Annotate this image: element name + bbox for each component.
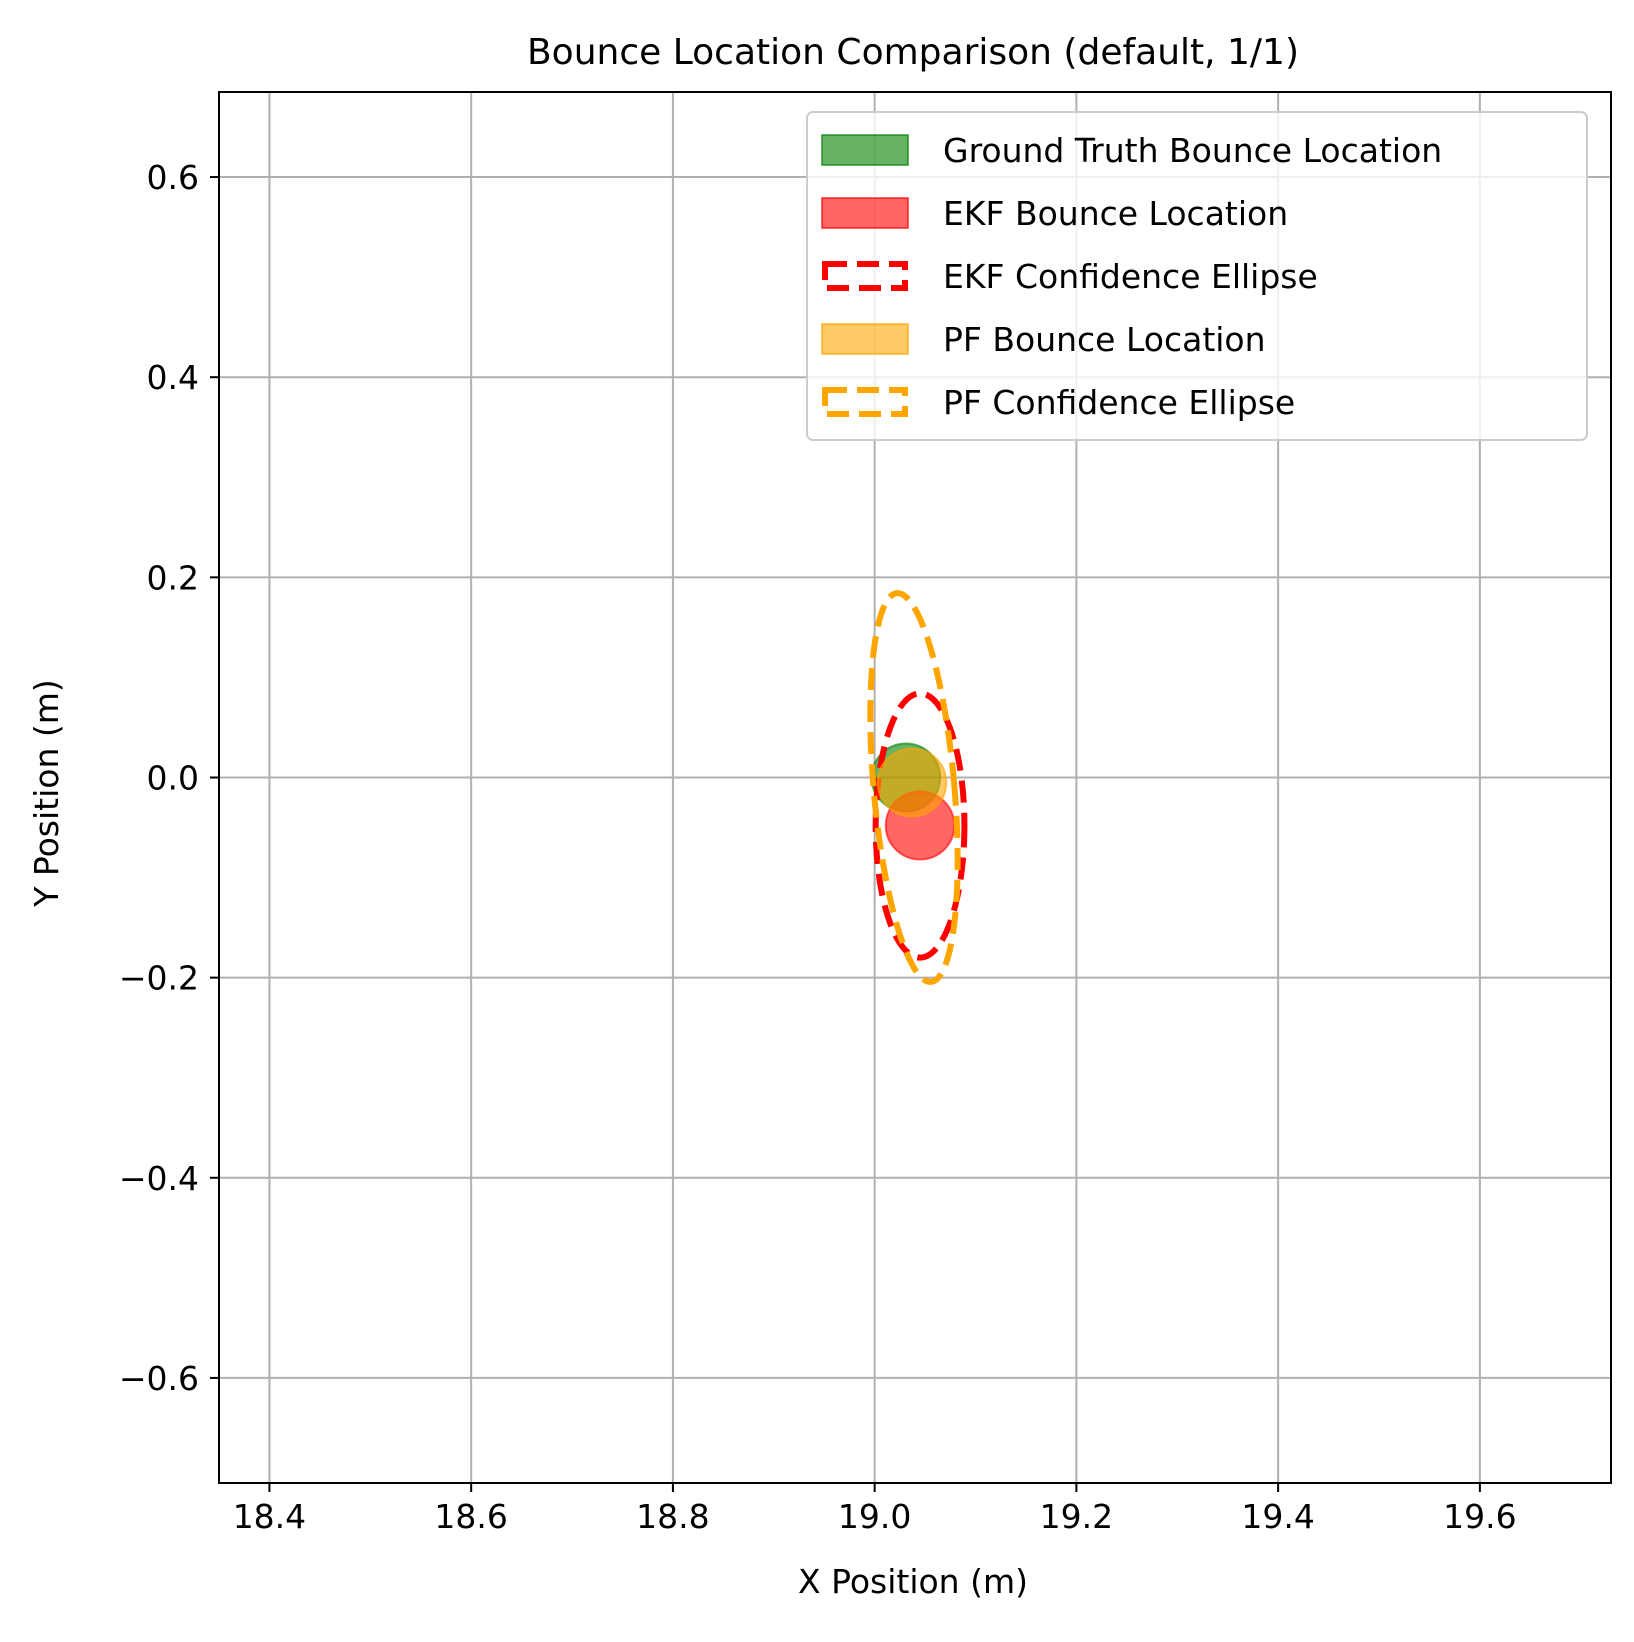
y-tick-label: 0.2	[147, 558, 199, 597]
y-tick-label: −0.6	[119, 1359, 199, 1398]
x-tick-label: 19.0	[838, 1497, 911, 1536]
x-tick-label: 19.2	[1040, 1497, 1113, 1536]
chart-title: Bounce Location Comparison (default, 1/1…	[527, 32, 1299, 73]
y-tick-label: 0.6	[147, 158, 199, 197]
legend-swatch-0	[821, 134, 909, 166]
legend-label-1: EKF Bounce Location	[943, 194, 1288, 233]
x-tick-label: 19.6	[1443, 1497, 1516, 1536]
legend-label-2: EKF Confidence Ellipse	[943, 257, 1318, 296]
y-tick-label: 0.4	[147, 358, 199, 397]
y-tick-label: 0.0	[147, 758, 199, 797]
legend-swatch-3	[821, 323, 909, 355]
legend-box	[806, 111, 1588, 441]
axes: 18.4 18.6 18.8 19.0 19.2 19.4 19.6 0.6 0.4 0.2 0.0…	[119, 91, 1612, 1536]
legend-swatch-2	[822, 261, 908, 291]
x-tick-label: 18.6	[434, 1497, 507, 1536]
y-axis-label: Y Position (m)	[27, 679, 66, 908]
data-marker-3	[876, 747, 948, 818]
x-tick-label: 19.4	[1241, 1497, 1314, 1536]
legend-label-4: PF Confidence Ellipse	[943, 383, 1295, 422]
legend-label-3: PF Bounce Location	[943, 320, 1266, 359]
confidence-ellipse-2	[872, 690, 968, 961]
legend-swatch-1	[821, 197, 909, 229]
plot-area	[867, 590, 968, 985]
legend-label-0: Ground Truth Bounce Location	[943, 131, 1442, 170]
x-tick-label: 18.4	[233, 1497, 306, 1536]
axes-frame	[218, 91, 1612, 1484]
x-axis-label: X Position (m)	[798, 1562, 1028, 1601]
legend-swatch-4	[822, 387, 908, 417]
x-tick-label: 18.8	[636, 1497, 709, 1536]
legend: Ground Truth Bounce Location EKF Bounce L…	[806, 111, 1588, 441]
y-tick-label: −0.4	[119, 1159, 199, 1198]
confidence-ellipse-4	[867, 590, 961, 985]
y-tick-label: −0.2	[119, 959, 199, 998]
